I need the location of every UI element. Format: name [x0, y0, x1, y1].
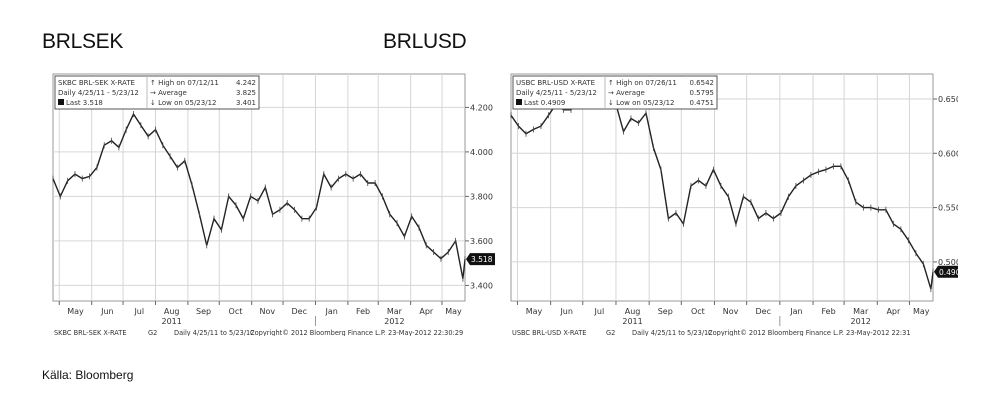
legend-period: Daily 4/25/11 - 5/23/12: [516, 89, 597, 97]
footer-text: Copyright© 2012 Bloomberg Finance L.P.: [708, 329, 844, 336]
footer-text: 23-May-2012 22:31: [846, 329, 911, 336]
y-tick-label: 4.200: [470, 103, 493, 112]
legend-average: → Average: [608, 89, 645, 97]
x-tick-label: Jul: [594, 307, 605, 316]
x-tick-label: Dec: [755, 307, 770, 316]
legend-average-value: 0.5795: [690, 89, 715, 97]
x-tick-label: Jun: [559, 307, 573, 316]
year-label: 2011: [622, 317, 642, 326]
y-tick-label: 3.600: [470, 237, 493, 246]
last-value-label: 0.4909: [939, 268, 958, 277]
x-tick-label: May: [445, 307, 462, 316]
x-tick-label: May: [526, 307, 543, 316]
year-label: 2012: [851, 317, 871, 326]
last-swatch: [516, 99, 522, 105]
y-tick-label: 0.550: [938, 204, 958, 213]
legend-high: ↑ High on 07/26/11: [608, 79, 677, 87]
legend-average: → Average: [150, 89, 187, 97]
last-value-tag: [466, 253, 495, 266]
footer-text: 23-May-2012 22:30:29: [388, 329, 463, 336]
legend-low-value: 0.4751: [690, 99, 715, 107]
x-tick-label: Mar: [387, 307, 403, 316]
y-tick-label: 4.000: [470, 148, 493, 157]
x-tick-label: May: [913, 307, 930, 316]
plot-area: [52, 73, 466, 302]
x-tick-label: Nov: [260, 307, 276, 316]
legend-average-value: 3.825: [236, 89, 256, 97]
year-label: 2011: [162, 317, 182, 326]
footer-text: Daily 4/25/11 to 5/23/12: [632, 329, 712, 336]
brlusd-chart: May Jun Jul Aug Sep Oct Nov Dec Jan Feb Mar Apr May 2…: [510, 71, 958, 336]
x-tick-label: Aug: [625, 307, 641, 316]
y-tick-label: 0.600: [938, 149, 958, 158]
last-value-label: 3.518: [471, 255, 493, 264]
x-tick-label: Mar: [853, 307, 869, 316]
y-tick-label: 0.650: [938, 95, 958, 104]
legend-low-value: 3.401: [236, 99, 256, 107]
legend-high: ↑ High on 07/12/11: [150, 79, 219, 87]
footer-text: Daily 4/25/11 to 5/23/12: [174, 329, 254, 336]
series-line: [52, 112, 466, 279]
chart-title-brlsek: BRLSEK: [42, 30, 124, 53]
x-tick-label: Jul: [133, 307, 144, 316]
footer-text: USBC BRL-USD X-RATE: [512, 329, 586, 336]
x-tick-label: Sep: [658, 307, 673, 316]
x-tick-label: Jun: [100, 307, 114, 316]
legend-last: Last 3.518: [66, 99, 103, 107]
x-tick-label: Oct: [691, 307, 705, 316]
x-tick-label: Feb: [356, 307, 370, 316]
x-tick-label: Apr: [419, 307, 434, 316]
x-tick-label: Jan: [789, 307, 802, 316]
footer-text: G2: [606, 329, 615, 336]
last-swatch: [58, 99, 64, 105]
y-tick-label: 3.800: [470, 192, 493, 201]
x-tick-label: Apr: [886, 307, 901, 316]
x-tick-label: Oct: [229, 307, 243, 316]
x-tick-label: Feb: [821, 307, 835, 316]
x-tick-label: Jan: [325, 307, 338, 316]
legend-box: [54, 75, 260, 110]
source-note: Källa: Bloomberg: [42, 368, 134, 382]
legend-high-value: 0.6542: [690, 79, 715, 87]
y-tick-label: 0.500: [938, 258, 958, 267]
legend-ticker: SKBC BRL-SEK X-RATE: [58, 79, 135, 87]
legend-high-value: 4.242: [236, 79, 256, 87]
x-tick-label: Dec: [292, 307, 307, 316]
y-tick-label: 3.400: [470, 281, 493, 290]
x-tick-label: Aug: [164, 307, 180, 316]
chart-title-brlusd: BRLUSD: [383, 30, 467, 53]
x-tick-label: Nov: [723, 307, 739, 316]
legend-low: ↓ Low on 05/23/12: [608, 99, 674, 107]
last-value-tag: [934, 265, 958, 278]
legend-low: ↓ Low on 05/23/12: [150, 99, 216, 107]
footer-text: SKBC BRL-SEK X-RATE: [54, 329, 127, 336]
footer-text: Copyright© 2012 Bloomberg Finance L.P.: [250, 329, 386, 336]
x-tick-label: May: [67, 307, 84, 316]
x-tick-label: Sep: [196, 307, 211, 316]
footer-text: G2: [148, 329, 157, 336]
legend-box: [512, 75, 718, 110]
legend-last: Last 0.4909: [524, 99, 565, 107]
year-label: 2012: [384, 317, 404, 326]
brlsek-chart: May Jun Jul Aug Sep Oct Nov Dec Jan Feb Mar Apr May 2…: [52, 71, 500, 336]
legend-ticker: USBC BRL-USD X-RATE: [516, 79, 595, 87]
legend-period: Daily 4/25/11 - 5/23/12: [58, 89, 139, 97]
